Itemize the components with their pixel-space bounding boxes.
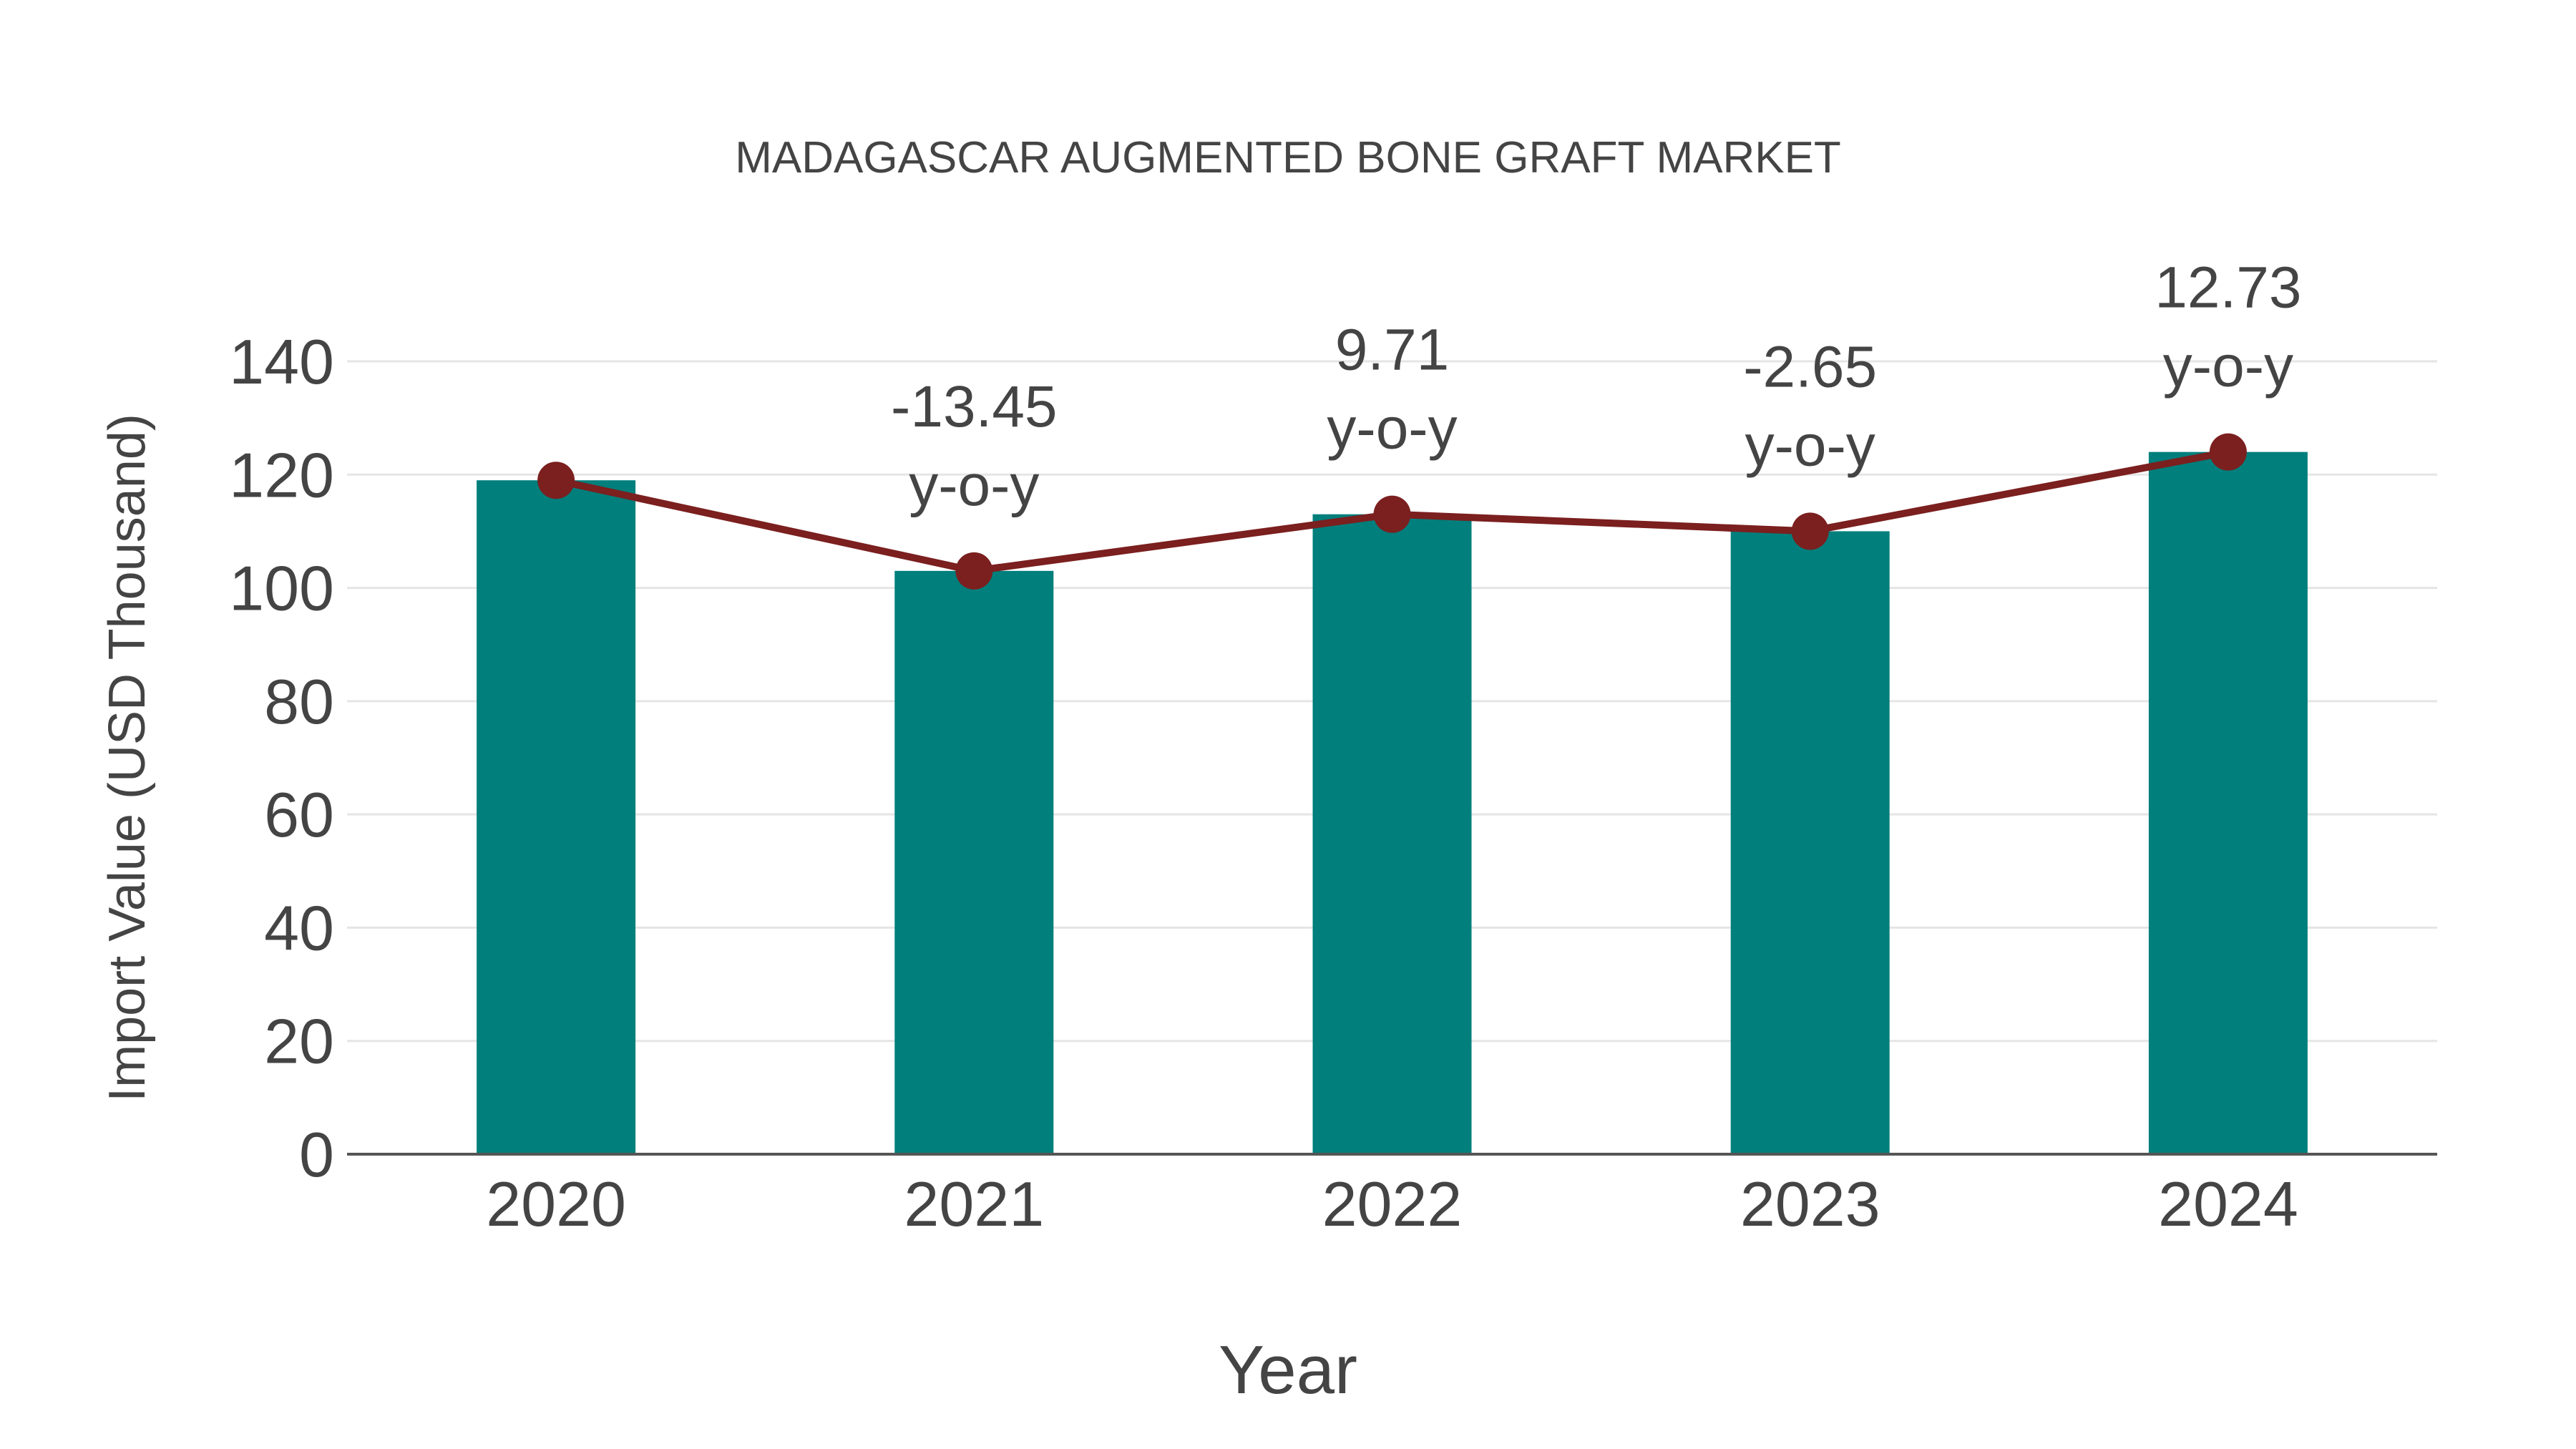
y-tick-label: 20 — [264, 1006, 334, 1077]
yoy-value-label: 12.73 — [2155, 255, 2301, 321]
x-tick-label: 2020 — [486, 1169, 626, 1239]
y-tick-label: 60 — [264, 779, 334, 850]
yoy-value-label: -13.45 — [891, 374, 1058, 439]
x-tick-label: 2022 — [1322, 1169, 1463, 1239]
chart-title: MADAGASCAR AUGMENTED BONE GRAFT MARKET — [735, 133, 1841, 182]
y-tick-label: 0 — [299, 1119, 334, 1190]
yoy-suffix-label: y-o-y — [1327, 396, 1457, 462]
bar-2023 — [1730, 531, 1890, 1154]
point-marker-2021 — [955, 552, 993, 590]
x-axis-ticks: 2020 2021 2022 2023 2024 — [486, 1169, 2298, 1239]
yoy-value-label: -2.65 — [1743, 334, 1877, 399]
point-marker-2024 — [2209, 433, 2247, 471]
y-axis-ticks: 0 20 40 60 80 100 120 140 — [229, 326, 334, 1190]
bar-2020 — [477, 480, 636, 1154]
y-tick-label: 80 — [264, 666, 334, 737]
x-tick-label: 2024 — [2158, 1169, 2298, 1239]
point-marker-2022 — [1373, 495, 1411, 533]
x-axis-title: Year — [1219, 1332, 1357, 1408]
point-marker-2020 — [537, 462, 575, 499]
yoy-annotations: -13.45 y-o-y 9.71 y-o-y -2.65 y-o-y 12.73 y-o-y — [891, 255, 2301, 518]
y-tick-label: 40 — [264, 892, 334, 963]
y-tick-label: 120 — [229, 439, 334, 510]
y-tick-label: 140 — [229, 326, 334, 397]
x-tick-label: 2023 — [1740, 1169, 1880, 1239]
bar-2021 — [894, 570, 1054, 1154]
bar-2024 — [2148, 452, 2308, 1154]
bar-series — [477, 452, 2308, 1154]
yoy-value-label: 9.71 — [1335, 318, 1450, 383]
y-tick-label: 100 — [229, 553, 334, 624]
yoy-suffix-label: y-o-y — [909, 453, 1039, 518]
point-marker-2023 — [1791, 512, 1829, 550]
yoy-suffix-label: y-o-y — [1745, 413, 1875, 478]
bar-2022 — [1312, 514, 1472, 1154]
yoy-suffix-label: y-o-y — [2163, 334, 2293, 399]
line-series — [537, 433, 2247, 590]
x-tick-label: 2021 — [904, 1169, 1044, 1239]
